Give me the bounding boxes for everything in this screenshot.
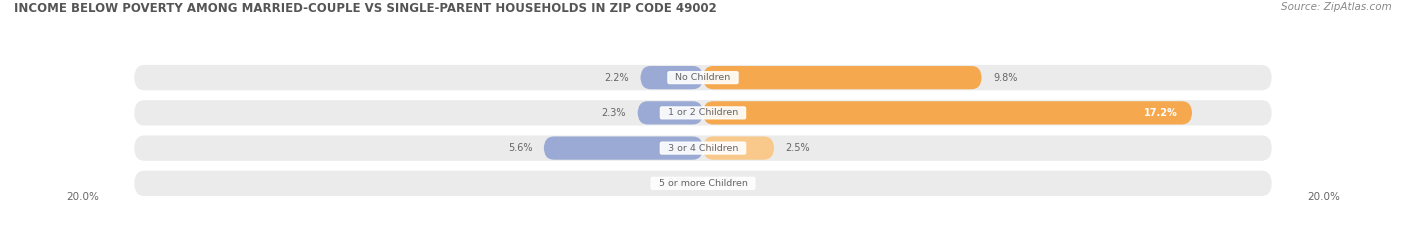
Text: 20.0%: 20.0%: [66, 192, 98, 202]
FancyBboxPatch shape: [135, 65, 1271, 90]
Text: 20.0%: 20.0%: [1308, 192, 1340, 202]
Text: 1 or 2 Children: 1 or 2 Children: [662, 108, 744, 117]
Text: 2.2%: 2.2%: [605, 73, 628, 83]
Text: 0.0%: 0.0%: [714, 178, 738, 188]
FancyBboxPatch shape: [641, 66, 703, 89]
Text: 0.0%: 0.0%: [668, 178, 692, 188]
Text: INCOME BELOW POVERTY AMONG MARRIED-COUPLE VS SINGLE-PARENT HOUSEHOLDS IN ZIP COD: INCOME BELOW POVERTY AMONG MARRIED-COUPL…: [14, 2, 717, 15]
Text: 5 or more Children: 5 or more Children: [652, 179, 754, 188]
FancyBboxPatch shape: [135, 100, 1271, 126]
FancyBboxPatch shape: [637, 101, 703, 124]
FancyBboxPatch shape: [703, 101, 1192, 124]
FancyBboxPatch shape: [703, 66, 981, 89]
Text: Source: ZipAtlas.com: Source: ZipAtlas.com: [1281, 2, 1392, 12]
FancyBboxPatch shape: [135, 171, 1271, 196]
FancyBboxPatch shape: [544, 137, 703, 160]
FancyBboxPatch shape: [703, 137, 775, 160]
Text: 2.3%: 2.3%: [602, 108, 626, 118]
FancyBboxPatch shape: [135, 135, 1271, 161]
Text: 2.5%: 2.5%: [786, 143, 810, 153]
Text: 5.6%: 5.6%: [508, 143, 533, 153]
Text: 17.2%: 17.2%: [1144, 108, 1178, 118]
Text: 9.8%: 9.8%: [993, 73, 1018, 83]
Text: No Children: No Children: [669, 73, 737, 82]
Text: 3 or 4 Children: 3 or 4 Children: [662, 144, 744, 153]
